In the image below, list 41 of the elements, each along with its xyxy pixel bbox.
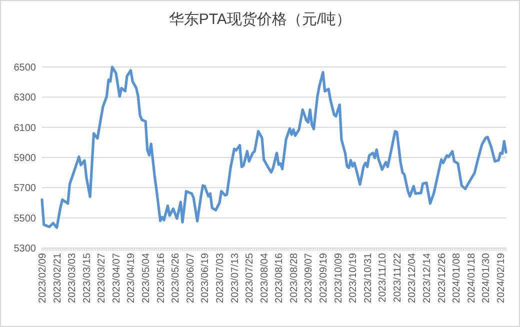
x-tick-label: 2024/01/08 [452,252,463,304]
y-tick-label: 6100 [14,122,36,134]
x-tick-label: 2023/08/04 [259,252,270,304]
x-tick-label: 2023/07/03 [214,252,226,304]
x-tick-label: 2023/12/26 [436,252,448,304]
y-tick-label: 5500 [14,213,36,224]
x-tick-label: 2023/06/19 [200,252,212,304]
x-tick-label: 2023/12/04 [407,252,418,304]
x-tick-label: 2024/01/30 [481,252,492,304]
x-tick-label: 2023/10/19 [348,252,360,304]
x-tick-label: 2024/01/18 [466,252,478,304]
x-tick-label: 2023/04/19 [126,252,138,304]
x-tick-label: 2024/02/19 [496,252,507,304]
x-tick-label: 2023/11/22 [392,252,404,302]
x-tick-label: 2023/07/13 [230,252,241,304]
chart-title: 华东PTA现货价格（元/吨） [168,11,352,28]
x-tick-label: 2023/08/28 [288,252,300,304]
y-tick-label: 5700 [14,183,36,194]
x-tick-label: 2023/07/25 [244,252,256,304]
x-tick-label: 2023/08/16 [274,252,286,304]
x-tick-label: 2023/03/15 [82,252,93,304]
y-tick-label: 5300 [14,244,36,254]
x-tick-label: 2023/05/04 [141,252,152,304]
x-tick-label: 2023/03/27 [96,252,108,304]
x-tick-label: 2023/02/21 [52,252,64,304]
x-tick-label: 2023/10/09 [333,252,344,304]
x-tick-label: 2023/11/10 [378,252,389,302]
x-tick-label: 2023/05/26 [170,252,182,304]
x-tick-label: 2023/06/07 [185,252,196,304]
x-tick-label: 2023/02/09 [38,252,48,304]
x-tick-label: 2023/09/07 [304,252,315,304]
x-tick-label: 2023/09/19 [318,252,330,304]
x-tick-label: 2023/10/31 [362,252,374,304]
y-tick-label: 5900 [14,153,36,164]
x-tick-label: 2023/05/16 [156,252,167,304]
line-series [40,66,508,229]
y-tick-label: 6300 [14,92,36,104]
x-tick-label: 2023/03/03 [67,252,78,304]
x-tick-label: 2023/12/14 [422,252,434,304]
x-tick-label: 2023/04/07 [111,252,122,304]
y-tick-label: 6500 [14,62,36,74]
